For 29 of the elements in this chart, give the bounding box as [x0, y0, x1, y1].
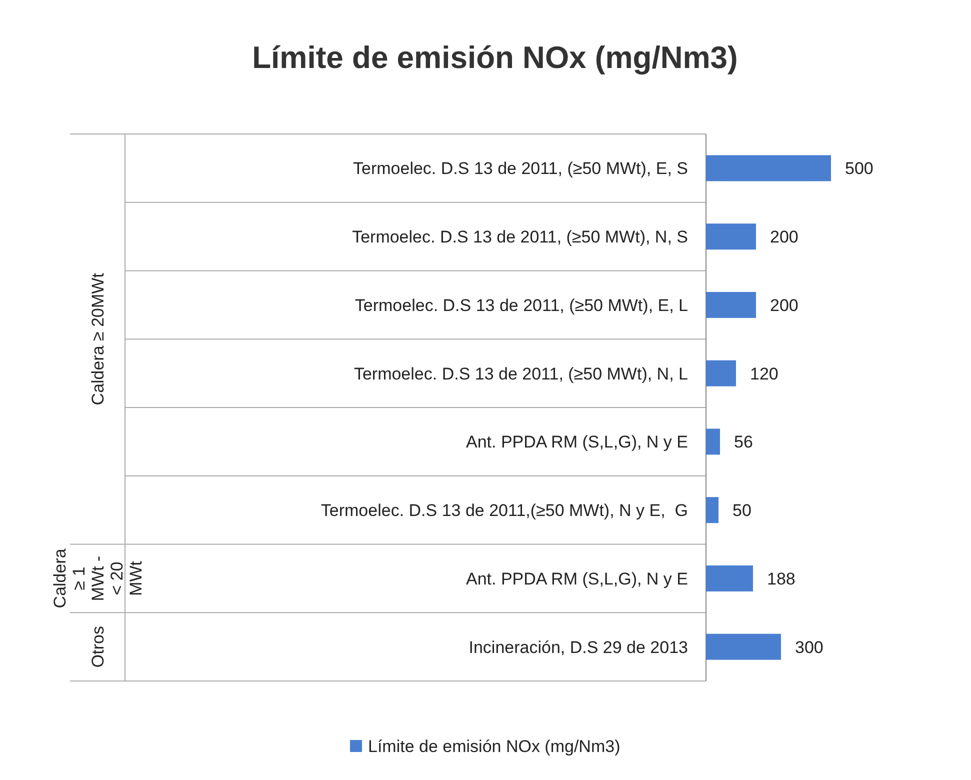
text: Caldera ≥ 1 MWt - < 20 MWt	[50, 548, 146, 608]
chart-title: Límite de emisión NOx (mg/Nm3)	[252, 40, 738, 75]
text: Otros	[88, 626, 108, 668]
text: Caldera ≥ 20MWt	[88, 272, 108, 406]
bar	[706, 428, 720, 455]
bar	[706, 292, 756, 318]
y-tick-label: Termoelec. D.S 13 de 2011, (≥50 MWt), E, S	[353, 159, 688, 178]
y-tick-label: Ant. PPDA RM (S,L,G), N y E	[466, 569, 688, 588]
y-tick-label: Termoelec. D.S 13 de 2011,(≥50 MWt), N y E, G	[320, 501, 688, 520]
bar	[706, 224, 756, 250]
data-label: 188	[767, 569, 796, 588]
bar	[706, 565, 753, 592]
y-tick-label: Termoelec. D.S 13 de 2011, (≥50 MWt), N, L	[354, 364, 688, 384]
bar	[706, 497, 718, 524]
data-label: 200	[770, 296, 798, 315]
data-label: 50	[732, 501, 752, 520]
y-tick-label: Termoelec. D.S 13 de 2011, (≥50 MWt), E, L	[354, 296, 688, 315]
bar	[706, 155, 831, 182]
data-label: 56	[734, 432, 753, 452]
legend-label: Límite de emisión NOx (mg/Nm3)	[368, 736, 620, 756]
data-label: 120	[750, 364, 778, 384]
bar	[706, 360, 736, 386]
data-label: 300	[795, 638, 824, 657]
y-tick-label: Ant. PPDA RM (S,L,G), N y E	[466, 432, 688, 452]
y-tick-label: Termoelec. D.S 13 de 2011, (≥50 MWt), N, S	[352, 228, 688, 247]
data-label: 200	[770, 228, 798, 247]
y-tick-label: Incineración, D.S 29 de 2013	[468, 638, 688, 657]
data-label: 500	[845, 159, 874, 178]
bar	[706, 634, 781, 660]
